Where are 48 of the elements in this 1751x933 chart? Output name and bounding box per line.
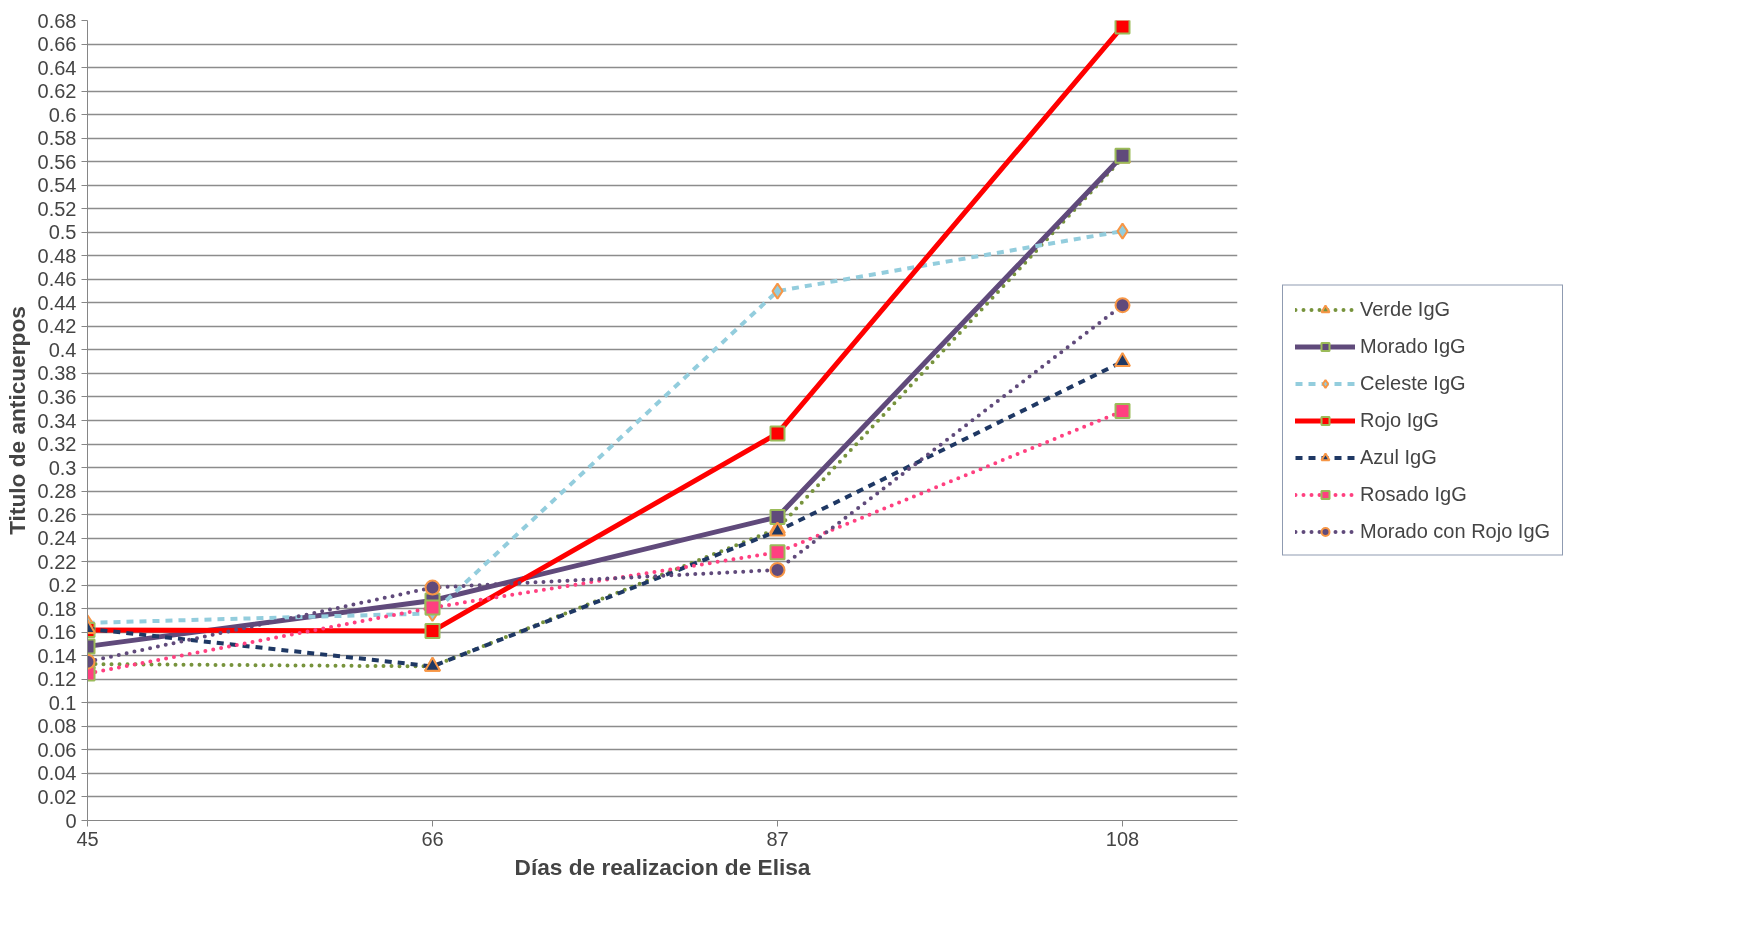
y-tick-label: 0 [65,809,77,832]
y-tick-label: 0.16 [37,621,77,644]
x-tick-label: 45 [76,827,99,850]
y-tick-label: 0.46 [37,268,77,291]
legend-label: Azul IgG [1360,445,1437,469]
y-tick-label: 0.68 [37,9,77,32]
y-tick-label: 0.22 [37,550,77,573]
y-tick-label: 0.26 [37,503,77,526]
y-tick-label: 0.1 [48,691,77,714]
y-tick-label: 0.08 [37,715,77,738]
y-tick-label: 0.48 [37,244,77,267]
y-tick-label: 0.2 [48,574,77,597]
y-tick-label: 0.34 [37,409,77,432]
y-tick-label: 0.5 [48,221,77,244]
y-tick-label: 0.66 [37,33,77,56]
y-tick-label: 0.42 [37,315,77,338]
legend-label: Morado IgG [1360,334,1466,358]
y-tick-label: 0.36 [37,385,77,408]
y-tick-label: 0.54 [37,174,77,197]
y-tick-label: 0.02 [37,785,77,808]
legend-label: Rosado IgG [1360,482,1467,506]
y-tick-label: 0.64 [37,56,77,79]
y-tick-label: 0.58 [37,127,77,150]
x-tick-label: 66 [421,827,444,850]
y-tick-label: 0.62 [37,80,77,103]
x-tick-label: 108 [1105,827,1140,850]
y-tick-label: 0.18 [37,597,77,620]
y-tick-label: 0.28 [37,480,77,503]
y-tick-label: 0.06 [37,738,77,761]
y-tick-label: 0.24 [37,527,77,550]
y-tick-label: 0.6 [48,103,77,126]
y-tick-label: 0.14 [37,644,77,667]
x-axis-title: Días de realizacion de Elisa [514,853,811,880]
y-tick-label: 0.44 [37,291,77,314]
legend-label: Rojo IgG [1360,408,1439,432]
y-tick-label: 0.56 [37,150,77,173]
y-axis-title: Titulo de anticuerpos [3,306,30,535]
y-tick-label: 0.32 [37,433,77,456]
y-tick-label: 0.38 [37,362,77,385]
y-tick-label: 0.52 [37,197,77,220]
y-tick-label: 0.04 [37,762,77,785]
y-tick-label: 0.4 [48,338,77,361]
y-tick-label: 0.12 [37,668,77,691]
legend-label: Morado con Rojo IgG [1360,519,1551,543]
legend-label: Celeste IgG [1360,371,1466,395]
legend-label: Verde IgG [1360,297,1451,321]
x-tick-label: 87 [766,827,789,850]
y-tick-label: 0.3 [48,456,77,479]
